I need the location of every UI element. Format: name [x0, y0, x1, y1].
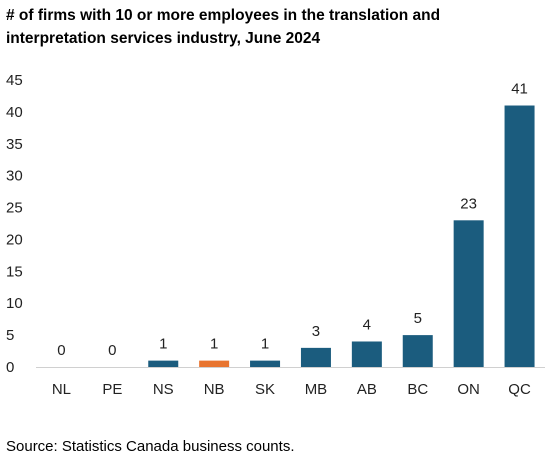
bar-sk — [250, 360, 281, 367]
y-tick-label: 15 — [6, 263, 23, 280]
x-tick-label-nl: NL — [52, 381, 71, 398]
data-label-sk: 1 — [261, 336, 269, 353]
x-tick-label-ns: NS — [153, 381, 174, 398]
x-tick-label-nb: NB — [204, 381, 225, 398]
data-label-nb: 1 — [210, 336, 218, 353]
data-label-qc: 41 — [511, 81, 528, 98]
x-tick-label-sk: SK — [255, 381, 275, 398]
y-tick-label: 35 — [6, 136, 23, 153]
bar-ab — [351, 341, 382, 367]
data-label-bc: 5 — [414, 310, 422, 327]
x-tick-label-mb: MB — [305, 381, 328, 398]
y-tick-label: 45 — [6, 72, 23, 89]
bar-ns — [148, 360, 179, 367]
chart-title: # of firms with 10 or more employees in … — [6, 7, 441, 47]
y-axis: 0 5 10 15 20 25 30 35 40 45 — [6, 72, 23, 376]
y-tick-label: 30 — [6, 168, 23, 185]
y-tick-label: 10 — [6, 295, 23, 312]
y-tick-label: 25 — [6, 200, 23, 217]
y-tick-label: 40 — [6, 104, 23, 121]
y-tick-label: 5 — [6, 327, 14, 344]
y-tick-label: 0 — [6, 359, 14, 376]
data-label-pe: 0 — [108, 342, 116, 359]
data-label-nl: 0 — [57, 342, 65, 359]
data-label-mb: 3 — [312, 323, 320, 340]
bar-series — [148, 105, 535, 367]
data-label-on: 23 — [460, 195, 477, 212]
y-tick-label: 20 — [6, 231, 23, 248]
x-tick-label-pe: PE — [102, 381, 122, 398]
data-label-ns: 1 — [159, 336, 167, 353]
x-tick-label-qc: QC — [508, 381, 531, 398]
bar-bc — [402, 335, 433, 367]
bar-nb — [199, 360, 230, 367]
source-note: Source: Statistics Canada business count… — [6, 438, 295, 455]
x-tick-label-ab: AB — [357, 381, 377, 398]
data-labels: 0 0 1 1 1 3 4 5 23 41 — [57, 81, 528, 359]
x-axis: NL PE NS NB SK MB AB BC ON QC — [52, 381, 531, 398]
data-label-ab: 4 — [363, 316, 371, 333]
bar-mb — [300, 347, 331, 367]
x-tick-label-bc: BC — [407, 381, 428, 398]
bar-on — [453, 220, 484, 367]
x-tick-label-on: ON — [457, 381, 480, 398]
bar-qc — [504, 105, 535, 367]
